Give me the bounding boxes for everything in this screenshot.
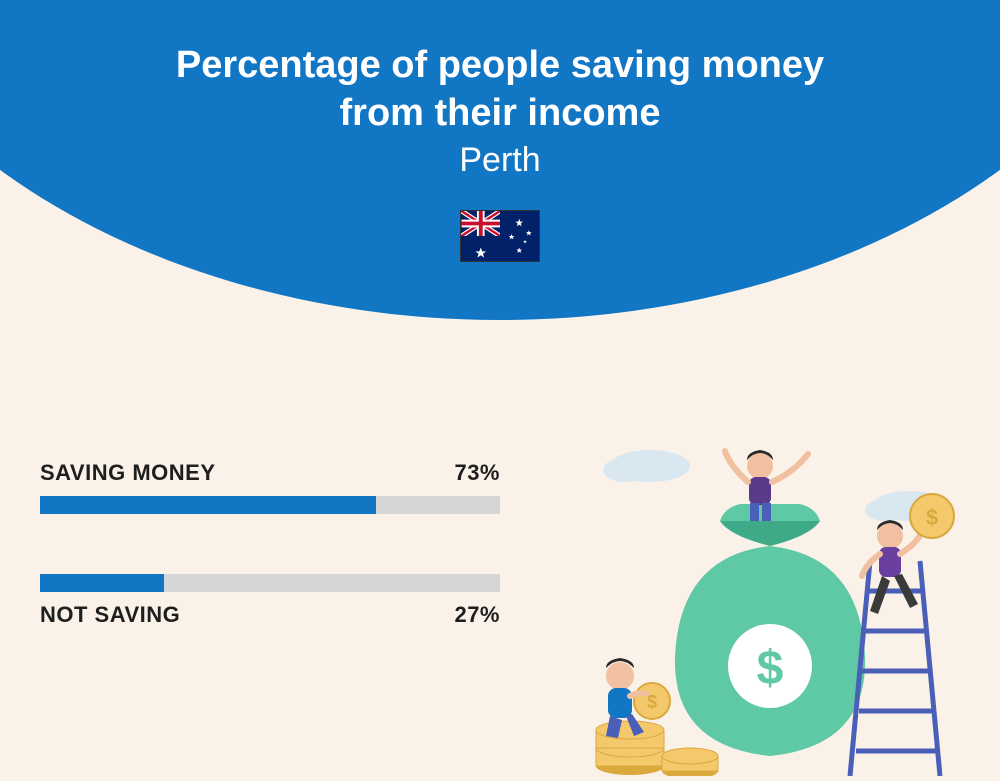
bar-not-saving: NOT SAVING 27%: [40, 574, 500, 628]
bar-saving-money: SAVING MONEY 73%: [40, 460, 500, 514]
bar-chart: SAVING MONEY 73% NOT SAVING 27%: [40, 460, 500, 688]
svg-text:$: $: [757, 642, 784, 695]
bar-value: 27%: [454, 602, 500, 628]
bar-fill: [40, 496, 376, 514]
bar-track: [40, 496, 500, 514]
title-line-2: from their income: [340, 92, 661, 134]
location-subtitle: Perth: [0, 141, 1000, 180]
bar-label: SAVING MONEY: [40, 460, 216, 486]
bar-fill: [40, 574, 164, 592]
ladder-icon: [850, 561, 940, 776]
bar-label: NOT SAVING: [40, 602, 180, 628]
bar-track: [40, 574, 500, 592]
money-saving-illustration-icon: $ $: [570, 436, 970, 776]
header: Percentage of people saving money from t…: [0, 0, 1000, 267]
bar-value: 73%: [454, 460, 500, 486]
svg-text:$: $: [926, 505, 938, 530]
bar-label-row: SAVING MONEY 73%: [40, 460, 500, 486]
page-title: Percentage of people saving money from t…: [0, 42, 1000, 137]
bar-label-row: NOT SAVING 27%: [40, 602, 500, 628]
australia-flag-icon: [460, 210, 540, 262]
title-line-1: Percentage of people saving money: [176, 44, 824, 86]
